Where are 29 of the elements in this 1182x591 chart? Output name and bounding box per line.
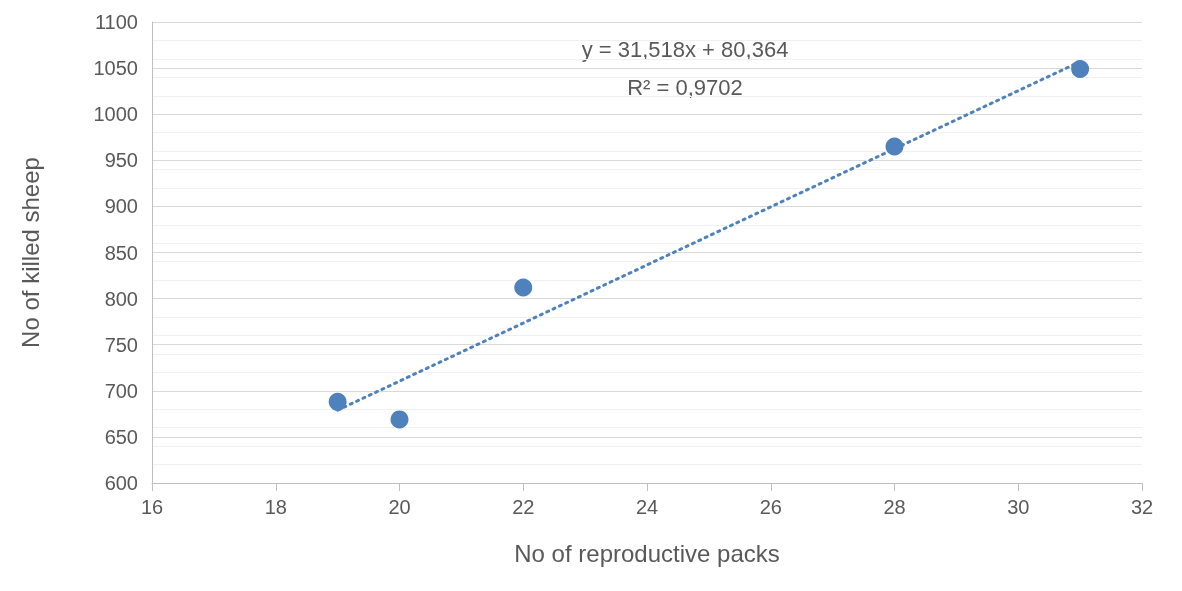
- point: [1071, 60, 1090, 79]
- x-tick-label: 30: [1007, 496, 1030, 518]
- y-tick-label: 1100: [94, 11, 138, 33]
- x-tick-label: 18: [264, 496, 287, 518]
- point: [390, 410, 409, 429]
- y-axis-title: No of killed sheep: [16, 157, 44, 348]
- x-tick-label: 22: [512, 496, 535, 518]
- y-tick-label: 850: [104, 241, 138, 264]
- y-tick-label: 900: [104, 195, 138, 218]
- point: [328, 392, 347, 411]
- x-tick-label: 26: [759, 496, 782, 518]
- y-tick-label: 650: [104, 425, 138, 448]
- x-tick-label: 24: [635, 496, 659, 518]
- x-tick-label: 32: [1130, 496, 1154, 518]
- y-tick-label: 700: [104, 379, 138, 402]
- x-tick-label: 16: [140, 496, 164, 518]
- point: [514, 278, 533, 297]
- x-tick-label: 28: [883, 496, 906, 518]
- y-tick-label: 1000: [93, 103, 138, 126]
- y-tick-label: 750: [104, 333, 138, 356]
- annotation: y = 31,518x + 80,364: [581, 36, 789, 62]
- annotation: R² = 0,9702: [627, 74, 743, 100]
- y-tick-label: 800: [104, 287, 138, 310]
- y-tick-label: 600: [104, 472, 138, 494]
- y-tick-label: 1050: [93, 57, 138, 80]
- y-tick-label: 950: [104, 149, 138, 172]
- point: [885, 137, 904, 156]
- x-tick-label: 20: [388, 496, 411, 518]
- x-axis-title: No of reproductive packs: [514, 539, 780, 567]
